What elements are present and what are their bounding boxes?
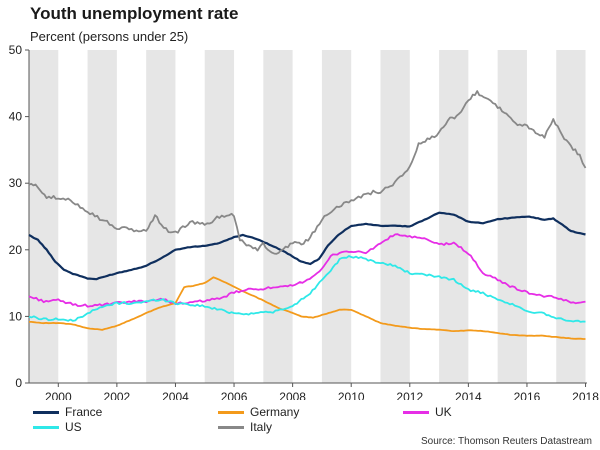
legend: France Germany UK US Italy [33, 405, 593, 435]
legend-item-us: US [33, 420, 82, 434]
y-tick-label-40: 40 [9, 110, 23, 124]
chart-subtitle: Percent (persons under 25) [30, 29, 189, 44]
x-tick-label-2002: 2002 [104, 390, 131, 400]
legend-item-france: France [33, 405, 102, 419]
axes [25, 49, 587, 387]
y-tick-label-10: 10 [9, 309, 23, 323]
series-line-france [28, 211, 586, 281]
y-tick-label-50: 50 [9, 43, 23, 57]
legend-label-uk: UK [435, 405, 452, 419]
legend-item-uk: UK [403, 405, 452, 419]
series-lines [28, 90, 587, 340]
legend-swatch-italy [218, 425, 244, 429]
legend-item-germany: Germany [218, 405, 299, 419]
series-line-us [28, 255, 586, 323]
y-tick-label-30: 30 [9, 176, 23, 190]
series-line-germany [29, 276, 586, 340]
y-tick-label-0: 0 [15, 376, 22, 390]
source-note: Source: Thomson Reuters Datastream [420, 436, 592, 447]
shade-band-2011 [380, 50, 410, 383]
legend-swatch-uk [403, 410, 429, 414]
tick-labels: 0 10 20 30 40 50 2000 2002 2004 2006 2008 2010 2012 2… [9, 43, 600, 400]
x-tick-label-2018: 2018 [572, 390, 599, 400]
shade-band-2001 [87, 50, 117, 383]
x-tick-label-2010: 2010 [338, 390, 365, 400]
shade-band-2005 [204, 50, 235, 383]
line-chart: 0 10 20 30 40 50 2000 2002 2004 2006 2008 2010 2012 2… [9, 43, 600, 400]
shade-band-1999 [29, 50, 59, 383]
shade-band-2013 [439, 50, 469, 383]
shade-band-2007 [263, 50, 293, 383]
x-tick-label-2012: 2012 [396, 390, 423, 400]
shade-band-2009 [321, 50, 352, 383]
x-tick-label-2016: 2016 [514, 390, 541, 400]
legend-label-germany: Germany [250, 405, 300, 419]
shade-band-2003 [146, 50, 176, 383]
legend-item-italy: Italy [218, 420, 272, 434]
x-tick-label-2008: 2008 [279, 390, 306, 400]
chart-title: Youth unemployment rate [30, 4, 239, 23]
series-line-italy [28, 90, 587, 255]
x-tick-label-2006: 2006 [221, 390, 248, 400]
legend-swatch-germany [218, 410, 244, 414]
legend-label-italy: Italy [250, 420, 273, 434]
x-tick-label-2014: 2014 [455, 390, 482, 400]
legend-swatch-us [33, 425, 59, 429]
shade-band-2017 [556, 50, 586, 383]
legend-label-france: France [65, 405, 103, 419]
x-tick-label-2004: 2004 [162, 390, 189, 400]
y-tick-label-20: 20 [9, 243, 23, 257]
legend-label-us: US [65, 420, 82, 434]
legend-swatch-france [33, 410, 59, 414]
x-tick-label-2000: 2000 [45, 390, 72, 400]
